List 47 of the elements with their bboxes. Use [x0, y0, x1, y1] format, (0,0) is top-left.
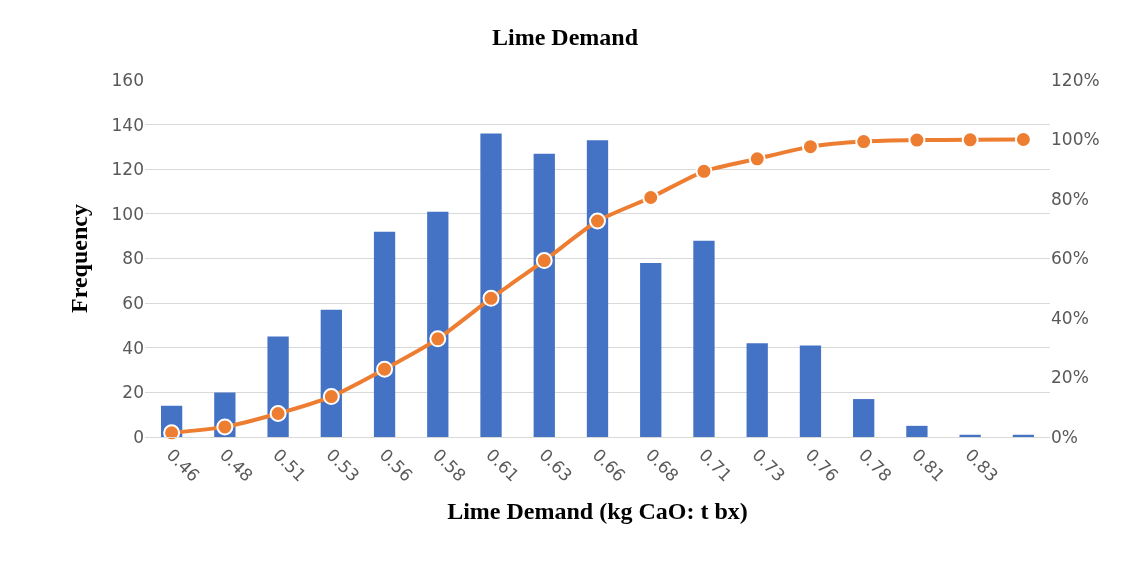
- chart-title: Lime Demand: [492, 24, 639, 51]
- point: [216, 418, 234, 436]
- y2-tick-label: 100%: [1051, 129, 1100, 150]
- bar: [586, 140, 609, 437]
- y2-tick-label: 60%: [1051, 248, 1089, 269]
- y2-tick-label: 80%: [1051, 188, 1089, 209]
- bar: [693, 240, 715, 437]
- y2-tick-label: 40%: [1051, 307, 1089, 328]
- bar: [480, 133, 502, 437]
- bar: [427, 211, 449, 437]
- bar: [533, 153, 555, 437]
- point: [376, 360, 394, 378]
- y-tick-label: 100: [111, 203, 144, 224]
- bar: [853, 399, 875, 437]
- point: [163, 424, 181, 442]
- point: [535, 252, 553, 270]
- y-axis-title: Frequency: [66, 204, 92, 313]
- y2-tick-label: 120%: [1051, 69, 1100, 90]
- point: [961, 131, 979, 149]
- y-tick-label: 60: [122, 293, 144, 314]
- y-tick-label: 0: [133, 426, 144, 447]
- point: [695, 162, 713, 180]
- bar: [746, 343, 768, 437]
- bar: [373, 231, 396, 437]
- point: [801, 138, 819, 156]
- point: [589, 212, 606, 230]
- point: [482, 289, 500, 307]
- y-tick-label: 140: [111, 114, 144, 135]
- y-tick-label: 120: [111, 159, 144, 180]
- x-axis-title: Lime Demand (kg CaO: t bx): [447, 498, 748, 524]
- bar: [640, 262, 662, 437]
- y-tick-label: 160: [111, 69, 144, 90]
- bar: [906, 425, 928, 437]
- point: [642, 189, 660, 206]
- y2-tick-label: 0%: [1051, 426, 1078, 447]
- y-tick-label: 20: [122, 382, 144, 403]
- bar: [320, 309, 342, 437]
- y-tick-label: 80: [122, 248, 144, 269]
- bar: [799, 345, 822, 437]
- y2-tick-label: 20%: [1051, 367, 1089, 388]
- point: [322, 388, 340, 406]
- point: [269, 405, 287, 422]
- point: [908, 131, 926, 149]
- point: [429, 330, 447, 348]
- y-tick-label: 40: [122, 337, 144, 358]
- point: [1014, 131, 1032, 148]
- point: [748, 150, 766, 168]
